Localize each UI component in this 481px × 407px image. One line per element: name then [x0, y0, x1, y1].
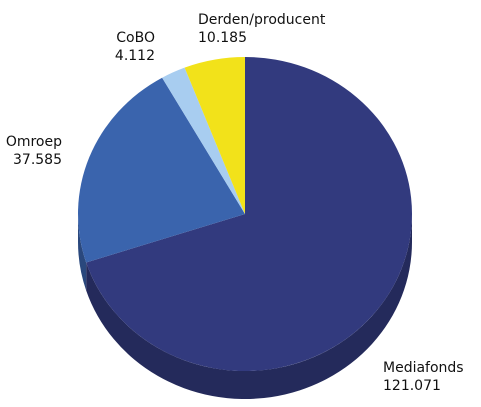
pie-slice [78, 77, 246, 263]
slice-label: CoBO [116, 30, 155, 46]
pie-side [86, 214, 413, 400]
pie-side [78, 214, 87, 291]
slice-value-label: 37.585 [13, 152, 62, 168]
slice-value-label: 10.185 [198, 30, 247, 46]
slice-label: Mediafonds [383, 360, 464, 376]
slice-label: Derden/producent [198, 12, 326, 28]
pie-slice [86, 57, 412, 372]
slice-value-label: 121.071 [383, 378, 441, 394]
pie-slice [162, 67, 245, 214]
slice-value-label: 4.112 [115, 48, 155, 64]
pie-slice [184, 57, 245, 214]
slice-label: Omroep [6, 134, 62, 150]
